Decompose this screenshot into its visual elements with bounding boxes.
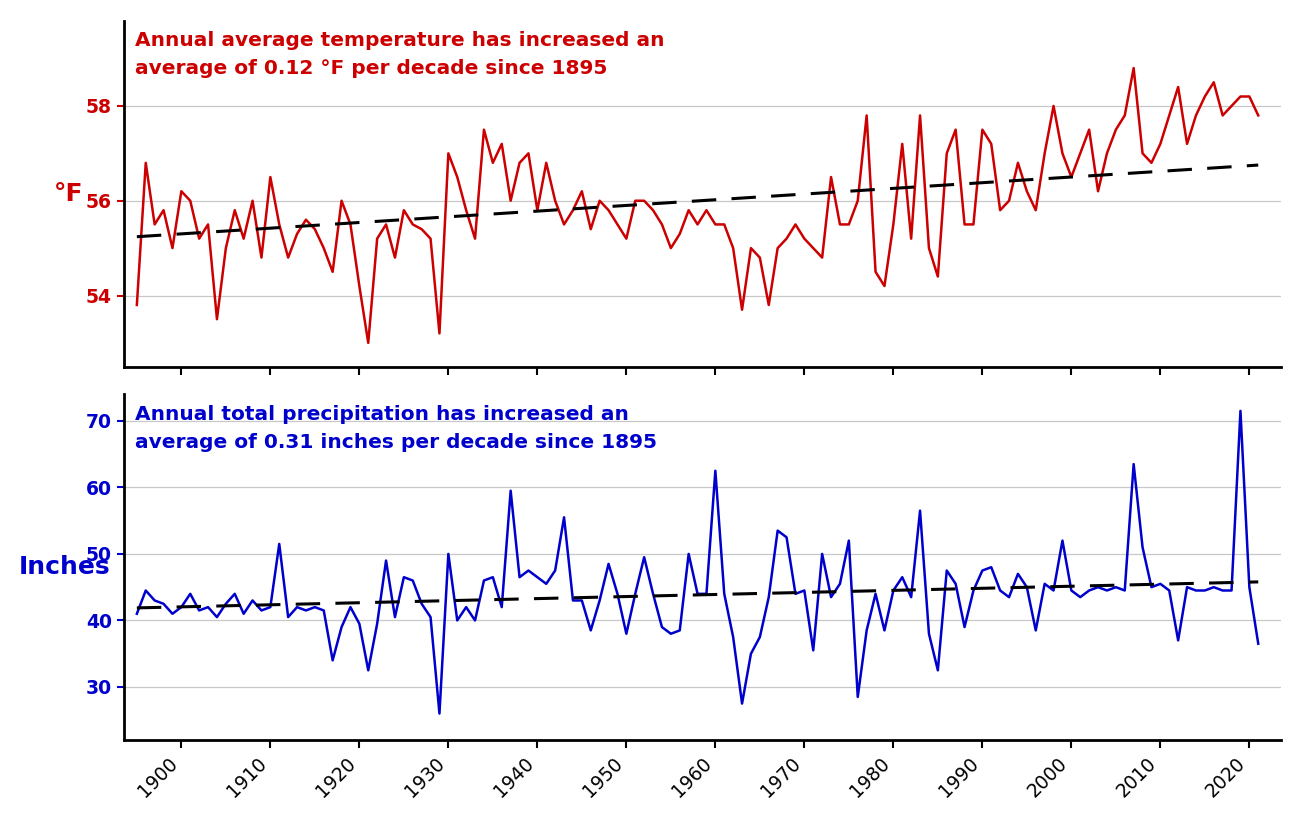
Text: Annual total precipitation has increased an
average of 0.31 inches per decade si: Annual total precipitation has increased… <box>135 404 656 452</box>
Y-axis label: °F: °F <box>55 182 83 206</box>
Y-axis label: Inches: Inches <box>20 555 111 579</box>
Text: Annual average temperature has increased an
average of 0.12 °F per decade since : Annual average temperature has increased… <box>135 31 664 78</box>
